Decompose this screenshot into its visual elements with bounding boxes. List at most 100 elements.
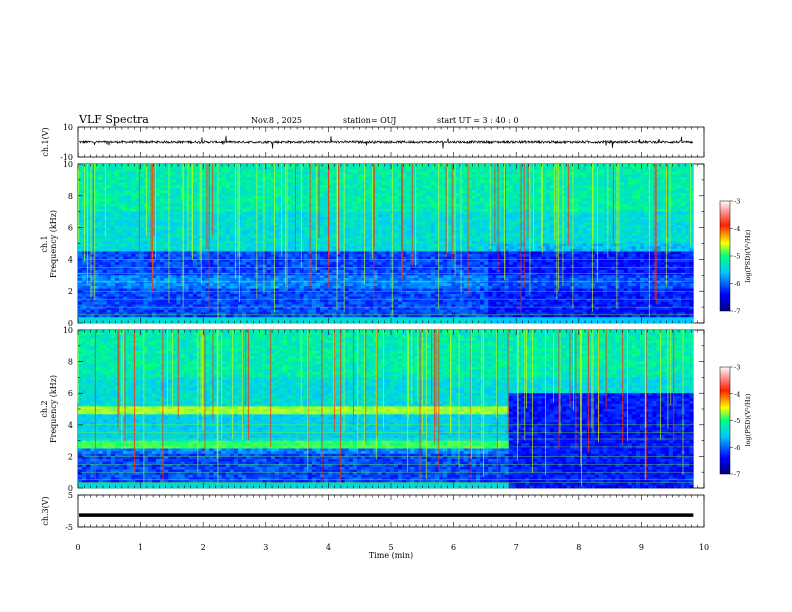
spectrogram-cell [385, 264, 391, 268]
spectrogram-cell [233, 227, 239, 231]
spectrogram-cell [381, 317, 386, 321]
spectrogram-cell [135, 275, 140, 279]
spectrogram-cell [205, 317, 210, 321]
spectrogram-cell [385, 238, 391, 242]
spectrogram-cell [266, 232, 272, 236]
spectrogram-cell [356, 187, 362, 191]
spectrogram-cell [348, 315, 354, 318]
spectrogram-cell [221, 227, 226, 231]
spectrogram-cell [381, 230, 386, 234]
spectrogram-cell [258, 299, 263, 303]
spectrogram-cell [414, 272, 419, 276]
spectrogram-cell [410, 299, 415, 303]
spectrogram-cell [291, 259, 296, 263]
spectrogram-cell [373, 309, 378, 313]
spectrogram-cell [303, 315, 309, 318]
spectrogram-cell [184, 307, 190, 311]
spectrogram-cell [135, 251, 140, 255]
spectrogram-cell [147, 209, 153, 212]
spectrogram-cell [279, 312, 284, 316]
spectrogram-cell [406, 222, 411, 226]
spectrogram-cell [201, 171, 206, 175]
spectrogram-cell [123, 174, 128, 178]
spectrogram-cell [123, 198, 128, 202]
spectrogram-cell [295, 238, 300, 242]
spectrogram-cell [315, 272, 321, 276]
spectrogram-cell [328, 201, 333, 205]
spectrogram-cell [336, 312, 341, 316]
spectrogram-cell [348, 296, 354, 300]
spectrogram-cell [233, 232, 239, 236]
spectrogram-cell [209, 285, 214, 289]
spectrogram-cell [381, 307, 386, 311]
spectrogram-cell [373, 301, 378, 305]
spectrogram-cell [242, 232, 247, 236]
spectrogram-cell [164, 296, 169, 300]
spectrogram-cell [381, 164, 386, 167]
spectrogram-cell [98, 309, 103, 313]
spectrogram-cell [385, 217, 391, 220]
spectrogram-cell [287, 304, 292, 308]
spectrogram-cell [98, 224, 103, 228]
spectrogram-cell [98, 198, 103, 202]
spectrogram-cell [168, 288, 173, 292]
spectrogram-cell [151, 256, 157, 260]
spectrogram-cell [217, 270, 222, 273]
spectrogram-cell [274, 243, 280, 247]
spectrogram-cell [315, 251, 321, 255]
spectrogram-cell [402, 293, 407, 297]
spectrogram-cell [414, 177, 419, 181]
spectrogram-cell [90, 169, 95, 173]
spectrogram-cell [246, 280, 251, 284]
spectrogram-cell [299, 198, 304, 202]
spectrogram-cell [139, 251, 144, 255]
spectrogram-cell [328, 262, 333, 265]
spectrogram-cell [291, 193, 296, 197]
spectrogram-cell [270, 209, 276, 212]
spectrogram-cell [139, 224, 144, 228]
spectrogram-cell [143, 224, 149, 228]
spectrogram-cell [377, 217, 382, 220]
spectrogram-cell [299, 201, 304, 205]
spectrogram-cell [143, 217, 149, 220]
spectrogram-cell [225, 224, 231, 228]
spectrogram-cell [402, 182, 407, 186]
spectrogram-cell [352, 301, 358, 305]
spectrogram-cell [213, 254, 218, 258]
spectrogram-cell [168, 280, 173, 284]
spectrogram-cell [217, 299, 222, 303]
spectrogram-cell [221, 256, 226, 260]
spectrogram-cell [196, 280, 202, 284]
spectrogram-cell [160, 309, 165, 313]
spectrogram-cell [131, 217, 136, 220]
spectrogram-cell [143, 275, 149, 279]
spectrogram-cell [151, 315, 157, 318]
spectrogram-cell [110, 280, 116, 284]
spectrogram-cell [274, 224, 280, 228]
spectrogram-cell [213, 264, 218, 268]
spectrogram-cell [242, 259, 247, 263]
spectrogram-cell [274, 256, 280, 260]
spectrogram-cell [270, 195, 276, 199]
spectrogram-cell [242, 211, 247, 215]
spectrogram-cell [155, 275, 161, 279]
spectrogram-cell [147, 164, 153, 167]
spectrogram-cell [90, 174, 95, 178]
spectrogram-cell [397, 203, 403, 207]
spectrogram-cell [262, 179, 268, 183]
spectrogram-cell [246, 198, 251, 202]
spectrogram-cell [102, 187, 108, 191]
spectrogram-cell [352, 312, 358, 316]
spectrogram-cell [155, 307, 161, 311]
spectrogram-cell [90, 270, 95, 273]
spectrogram-cell [184, 256, 190, 260]
spectrogram-cell [110, 219, 116, 223]
spectrogram-cell [172, 259, 177, 263]
spectrogram-cell [373, 222, 378, 226]
spectrogram-cell [385, 166, 391, 170]
spectrogram-cell [242, 283, 247, 287]
spectrogram-cell [340, 203, 345, 207]
spectrogram-cell [176, 227, 181, 231]
spectrogram-cell [279, 301, 284, 305]
spectrogram-cell [352, 198, 358, 202]
